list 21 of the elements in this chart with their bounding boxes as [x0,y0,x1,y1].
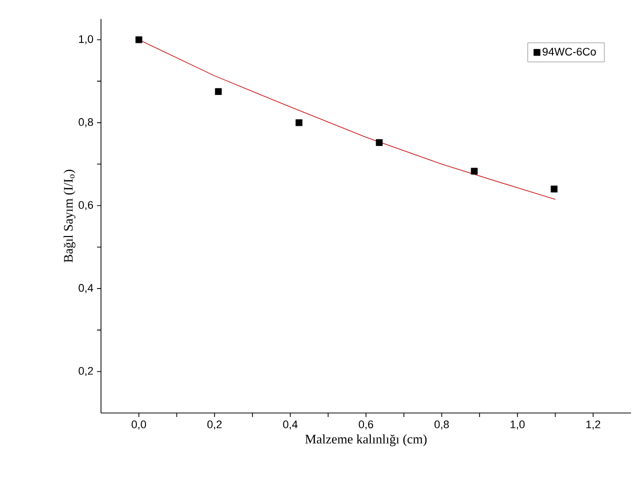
point [550,186,558,192]
x-tick-label: 0,0 [132,420,146,430]
point [376,139,383,146]
x-tick-label: 0,6 [358,420,374,430]
point [214,88,222,95]
y-axis-title: Bağıl Sayım (I/I$_{o}$) [64,170,76,262]
x-tick-label: 1,0 [510,420,525,430]
x-tick-label: 0,4 [283,420,298,430]
y-tick-label: 0,2 [78,367,93,376]
y-tick-label: 1,0 [79,35,94,44]
y-tick-label: 0,8 [78,118,94,128]
point [296,119,302,126]
x-axis-title: Malzeme kalınlığı (cm) [305,434,427,446]
x-tick-label: 0,8 [434,420,449,430]
y-tick-label: 0,4 [78,284,94,294]
point [135,36,142,44]
x-tick-label: 1,2 [586,420,600,430]
x-tick-label: 0,2 [207,420,222,430]
legend-label: 94WC-6Co [542,48,596,56]
point [470,168,478,175]
y-tick-label: 0,6 [78,201,94,210]
